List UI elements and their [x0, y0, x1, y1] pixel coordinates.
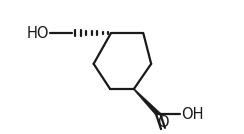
- Text: O: O: [157, 115, 169, 130]
- Text: HO: HO: [27, 26, 50, 41]
- Polygon shape: [133, 89, 160, 116]
- Text: OH: OH: [181, 107, 203, 122]
